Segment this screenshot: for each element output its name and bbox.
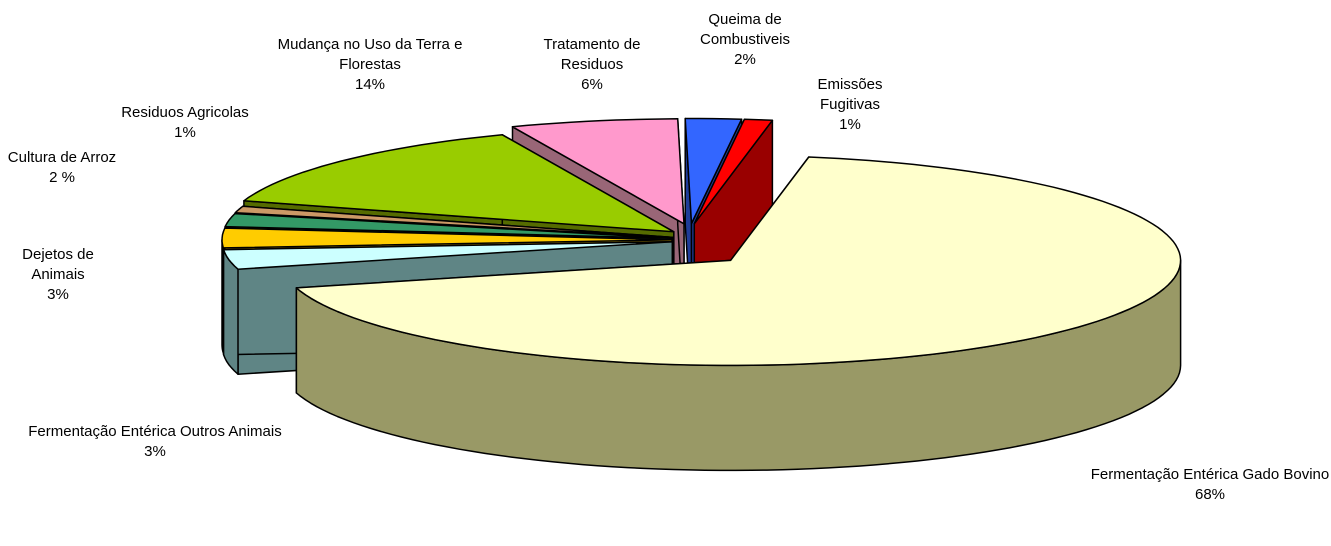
category-name: Queima de Combustiveis [699, 11, 791, 48]
value-label: 6% [581, 76, 603, 93]
slice [224, 212, 674, 240]
slice-label: Cultura de Arroz 2 % [7, 148, 117, 188]
value-label: 2 % [49, 169, 75, 186]
value-label: 68% [1194, 486, 1226, 503]
value-label: 1% [174, 124, 196, 141]
category-name: Emissões Fugitivas [817, 76, 883, 113]
slice [234, 205, 674, 239]
slice-label: Residuos Agricolas 1% [120, 103, 250, 143]
slice-label: Tratamento de Residuos 6% [512, 35, 672, 95]
value-label: 2% [734, 51, 756, 68]
slice-label: Emissões Fugitivas 1% [790, 75, 910, 135]
slice [243, 134, 675, 233]
value-label: 3% [144, 443, 166, 460]
slice [684, 117, 743, 225]
value-label: 3% [47, 286, 69, 303]
slice-label: Dejetos de Animais 3% [3, 245, 113, 305]
slice [693, 118, 774, 225]
slice-label: Mudança no Uso da Terra e Florestas 14% [255, 35, 485, 95]
category-name: Fermentação Entérica Outros Animais [28, 423, 282, 440]
category-name: Mudança no Uso da Terra e Florestas [277, 36, 463, 73]
slice-label: Fermentação Entérica Gado Bovino 68% [1085, 465, 1331, 505]
slice-side [222, 248, 239, 375]
category-name: Residuos Agricolas [121, 104, 249, 121]
slice [295, 156, 1182, 367]
value-label: 1% [839, 116, 861, 133]
category-name: Tratamento de Residuos [543, 36, 641, 73]
slice-label: Queima de Combustiveis 2% [675, 10, 815, 70]
slice-label: Fermentação Entérica Outros Animais 3% [20, 422, 290, 462]
value-label: 14% [354, 76, 386, 93]
slice [222, 240, 674, 270]
category-name: Cultura de Arroz [7, 149, 117, 166]
category-name: Dejetos de Animais [22, 246, 94, 283]
slice [511, 118, 685, 225]
slice [221, 227, 673, 249]
category-name: Fermentação Entérica Gado Bovino [1090, 466, 1330, 483]
